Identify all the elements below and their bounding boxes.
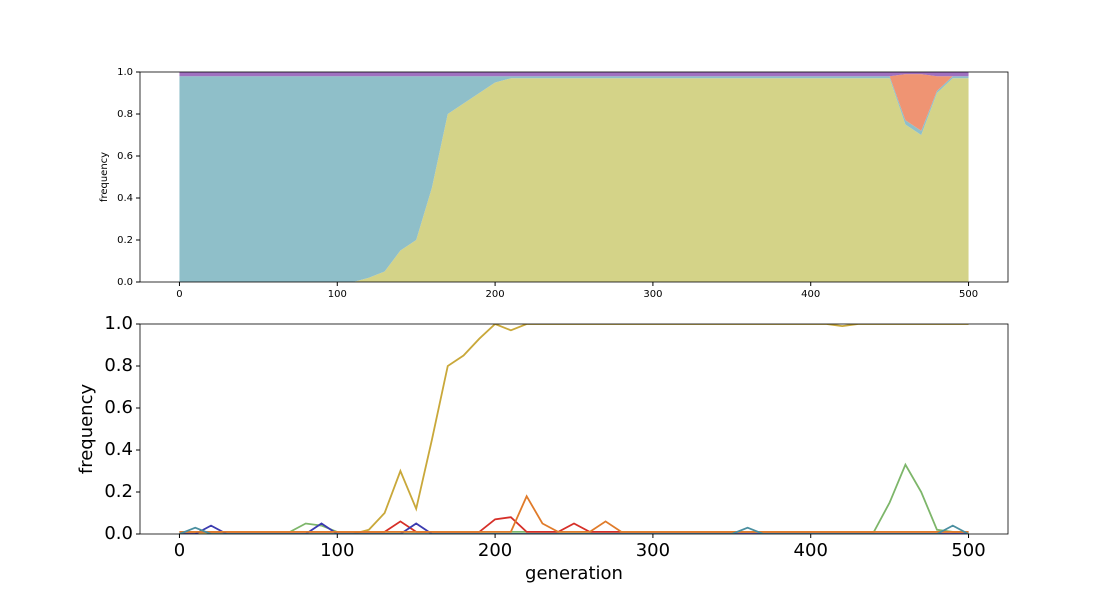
line (179, 324, 969, 534)
y-tick-label: 1.0 (104, 313, 133, 334)
y-tick-label: 0.6 (104, 397, 133, 418)
x-tick-label: 500 (959, 289, 978, 300)
x-tick-label: 200 (478, 540, 512, 561)
x-tick-label: 0 (176, 289, 182, 300)
y-tick-label: 0.4 (104, 439, 133, 460)
line (179, 494, 969, 533)
axes-frame (139, 71, 1009, 283)
x-tick-label: 300 (636, 540, 670, 561)
area (179, 78, 969, 282)
line (179, 522, 969, 534)
y-tick-label: 0.0 (117, 277, 133, 288)
x-tick-label: 100 (328, 289, 347, 300)
x-tick-label: 300 (643, 289, 662, 300)
x-tick-label: 400 (794, 540, 828, 561)
area (179, 76, 969, 282)
plot-area (179, 72, 969, 282)
line (179, 516, 969, 533)
line (179, 462, 969, 533)
x-tick-label: 200 (486, 289, 505, 300)
x-tick-label: 100 (320, 540, 354, 561)
y-tick-label: 0.2 (117, 235, 133, 246)
x-axis-label: generation (525, 563, 623, 584)
y-tick-label: 1.0 (117, 67, 133, 78)
y-axis-label: frequency (99, 152, 110, 202)
y-tick-label: 0.6 (117, 151, 133, 162)
y-tick-label: 0.0 (104, 523, 133, 544)
y-tick-label: 0.8 (104, 355, 133, 376)
plot-area (179, 324, 969, 534)
x-tick-label: 400 (801, 289, 820, 300)
area (179, 72, 969, 77)
x-tick-label: 500 (951, 540, 985, 561)
x-tick-label: 0 (174, 540, 185, 561)
y-tick-label: 0.4 (117, 193, 133, 204)
axes-frame (139, 323, 1009, 535)
y-axis-label: frequency (76, 384, 97, 475)
y-tick-label: 0.2 (104, 481, 133, 502)
y-tick-label: 0.8 (117, 109, 133, 120)
